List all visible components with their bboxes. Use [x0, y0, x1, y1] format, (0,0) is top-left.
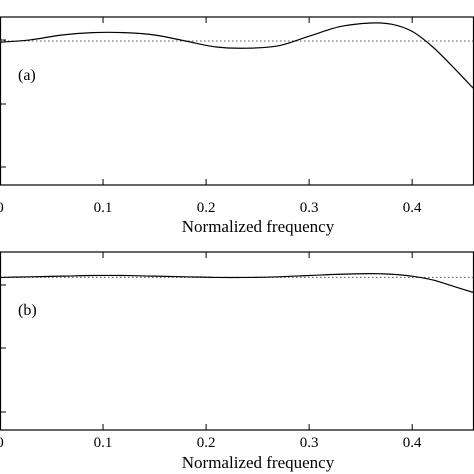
x-tick-label: 0.2: [197, 435, 216, 451]
panel-label: (b): [18, 302, 37, 319]
x-tick-label: 0.2: [197, 200, 216, 216]
x-tick-label: 0.4: [403, 435, 422, 451]
x-tick-label: 0.3: [300, 435, 319, 451]
panel-label: (a): [18, 67, 36, 84]
chart-panel-2: 0 0.1 0.2 0.3 0.4 Normalized frequency (b): [0, 251, 474, 472]
chart-panel-1: 0 0.1 0.2 0.3 0.4 Normalized frequency (a): [0, 16, 474, 236]
x-tick-label: 0.1: [94, 435, 113, 451]
x-tick-label: 0: [0, 200, 4, 216]
x-tick-label: 0.3: [300, 200, 319, 216]
x-axis-title: Normalized frequency: [182, 453, 335, 472]
x-tick-label: 0.1: [94, 200, 113, 216]
series-line-1: [0, 273, 474, 294]
plot-frame: [0, 251, 474, 431]
x-tick-label: 0: [0, 435, 4, 451]
x-axis-title: Normalized frequency: [182, 217, 335, 236]
series-line-1: [0, 22, 474, 90]
x-tick-label: 0.4: [403, 200, 422, 216]
plot-frame: [0, 16, 474, 186]
